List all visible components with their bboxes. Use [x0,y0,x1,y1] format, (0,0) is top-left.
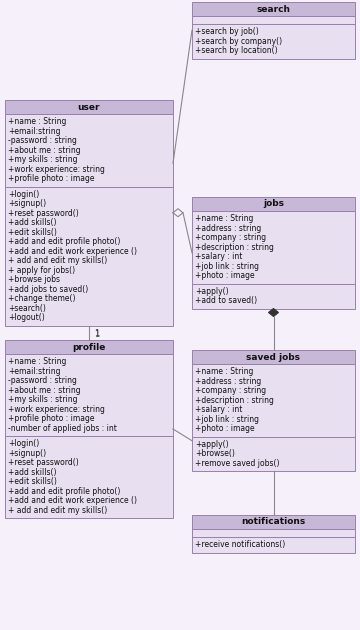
Text: +address : string: +address : string [195,377,261,386]
Bar [192,515,355,529]
Bar [192,284,355,309]
Text: +work experience: string: +work experience: string [8,165,105,174]
Bar [5,114,173,186]
Text: +company : string: +company : string [195,233,266,243]
Bar [5,436,173,518]
Text: +add skills(): +add skills() [8,218,57,227]
Text: +salary : int: +salary : int [195,252,242,261]
Text: +email:string: +email:string [8,367,60,375]
Text: +company : string: +company : string [195,386,266,395]
Text: saved jobs: saved jobs [247,353,301,362]
Text: +search by company(): +search by company() [195,37,282,46]
Text: +logout(): +logout() [8,313,45,323]
Text: +reset password(): +reset password() [8,458,79,467]
Text: +name : String: +name : String [8,117,66,126]
Text: -number of applied jobs : int: -number of applied jobs : int [8,424,117,433]
Text: +name : String: +name : String [195,214,253,223]
Text: -password : string: -password : string [8,136,77,146]
Text: + apply for jobs(): + apply for jobs() [8,266,75,275]
Bar [192,24,355,59]
Text: +about me : string: +about me : string [8,386,81,395]
Text: +edit skills(): +edit skills() [8,228,57,237]
Text: profile: profile [72,343,106,352]
Text: +add and edit profile photo(): +add and edit profile photo() [8,238,120,246]
Bar [192,364,355,437]
Bar [192,2,355,16]
Text: +description : string: +description : string [195,396,274,404]
Text: +profile photo : image: +profile photo : image [8,415,94,423]
Text: +work experience: string: +work experience: string [8,404,105,414]
Text: jobs: jobs [263,200,284,209]
Bar [5,340,173,354]
Text: +add and edit work experience (): +add and edit work experience () [8,496,137,505]
Bar [192,16,355,24]
Text: +address : string: +address : string [195,224,261,232]
Text: +signup(): +signup() [8,449,46,458]
Text: +job link : string: +job link : string [195,415,259,424]
Text: +apply(): +apply() [195,287,229,295]
Text: +name : String: +name : String [195,367,253,376]
Bar [192,211,355,284]
Text: +photo : image: +photo : image [195,424,255,433]
Text: +reset password(): +reset password() [8,209,79,218]
Text: +add skills(): +add skills() [8,467,57,477]
Text: +my skills : string: +my skills : string [8,395,77,404]
Text: +edit skills(): +edit skills() [8,478,57,486]
Text: + add and edit my skills(): + add and edit my skills() [8,506,107,515]
Text: +photo : image: +photo : image [195,272,255,280]
Bar [192,350,355,364]
Text: +browse jobs: +browse jobs [8,275,60,284]
Text: +search by job(): +search by job() [195,27,259,37]
Bar [5,186,173,326]
Bar [192,529,355,537]
Text: 1: 1 [94,328,99,338]
Text: +add jobs to saved(): +add jobs to saved() [8,285,88,294]
Text: +signup(): +signup() [8,199,46,209]
Text: +add and edit profile photo(): +add and edit profile photo() [8,487,120,496]
Bar [192,537,355,553]
Text: + add and edit my skills(): + add and edit my skills() [8,256,107,265]
Text: user: user [78,103,100,112]
Text: +receive notifications(): +receive notifications() [195,541,285,549]
Bar [192,197,355,211]
Text: +change theme(): +change theme() [8,294,76,303]
Text: +name : String: +name : String [8,357,66,366]
Text: +about me : string: +about me : string [8,146,81,155]
Text: +my skills : string: +my skills : string [8,155,77,164]
Text: 1: 1 [94,330,99,339]
Text: +email:string: +email:string [8,127,60,135]
Bar [192,437,355,471]
Text: -password : string: -password : string [8,376,77,386]
Text: +remove saved jobs(): +remove saved jobs() [195,459,279,467]
Polygon shape [269,309,279,316]
Text: +add to saved(): +add to saved() [195,296,257,306]
Text: search: search [256,4,291,13]
Text: notifications: notifications [241,517,306,527]
Text: +search by location(): +search by location() [195,46,278,55]
Bar [5,100,173,114]
Text: +description : string: +description : string [195,243,274,252]
Text: +search(): +search() [8,304,46,312]
Text: +add and edit work experience (): +add and edit work experience () [8,247,137,256]
Text: +job link : string: +job link : string [195,261,259,271]
Text: +browse(): +browse() [195,449,235,458]
Text: +login(): +login() [8,439,39,449]
Text: +apply(): +apply() [195,440,229,449]
Bar [5,354,173,436]
Text: +login(): +login() [8,190,39,198]
Text: +salary : int: +salary : int [195,405,242,415]
Text: +profile photo : image: +profile photo : image [8,175,94,183]
